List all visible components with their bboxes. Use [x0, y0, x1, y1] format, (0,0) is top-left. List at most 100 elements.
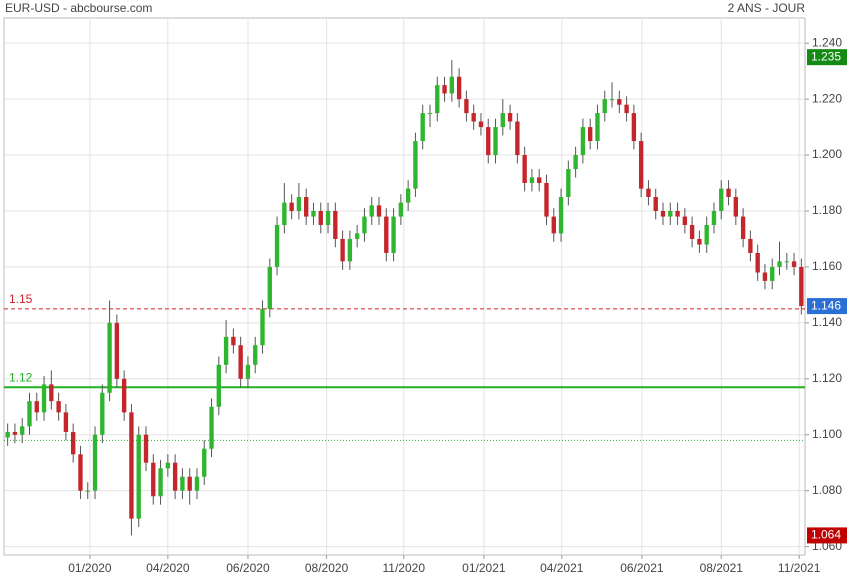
candle-body	[384, 216, 389, 253]
price-label-box	[807, 298, 847, 315]
x-tick-label: 08/2021	[700, 561, 744, 575]
candle-body	[770, 266, 775, 281]
x-tick-label: 11/2021	[778, 561, 821, 575]
candle-body	[158, 468, 163, 497]
price-label: 1.064	[811, 528, 841, 542]
candle-body	[522, 155, 527, 184]
candle-body	[391, 216, 396, 253]
candle-body	[245, 364, 251, 379]
candle-body	[369, 205, 374, 217]
x-tick-label: 06/2020	[226, 561, 270, 575]
candle-body	[209, 406, 214, 449]
candle-body	[471, 113, 476, 122]
candle-body	[376, 205, 382, 217]
candle-body	[486, 127, 491, 156]
candle-body	[216, 364, 221, 407]
candle-body	[100, 392, 105, 435]
x-tick-label: 04/2020	[146, 561, 190, 575]
price-label: 1.235	[811, 49, 841, 63]
candle-body	[617, 99, 622, 105]
x-tick-label: 11/2020	[383, 561, 426, 575]
candle-body	[740, 216, 746, 239]
candle-body	[165, 462, 171, 469]
candle-body	[689, 224, 695, 239]
candle-body	[726, 188, 731, 197]
y-tick-label: 1.160	[812, 259, 842, 273]
candle-body	[27, 401, 32, 427]
candle-body	[70, 431, 76, 455]
chart-subtitle: 2 ANS - JOUR	[728, 1, 806, 15]
y-tick-label: 1.200	[812, 147, 842, 161]
x-tick-label: 08/2020	[305, 561, 349, 575]
candle-body	[537, 177, 542, 184]
candle-body	[20, 426, 25, 435]
candle-body	[56, 401, 61, 413]
candle-body	[325, 210, 331, 225]
candle-body	[456, 76, 462, 100]
candle-body	[347, 238, 353, 262]
candle-body	[580, 127, 586, 156]
level-label: 1.15	[9, 292, 33, 306]
candle-body	[704, 224, 709, 245]
candle-body	[551, 216, 556, 234]
y-tick-label: 1.100	[812, 427, 842, 441]
candle-body	[202, 448, 207, 477]
candle-body	[668, 210, 673, 217]
candle-body	[405, 188, 411, 203]
y-tick-label: 1.240	[812, 35, 842, 49]
candle-body	[34, 401, 39, 413]
level-label: 1.12	[9, 370, 33, 384]
candle-body	[478, 121, 484, 128]
candle-body	[784, 261, 789, 263]
candle-body	[573, 155, 578, 170]
candle-body	[566, 169, 571, 197]
candle-body	[5, 431, 10, 438]
candle-body	[260, 308, 265, 346]
candle-body	[777, 261, 782, 267]
candle-body	[253, 345, 258, 365]
candle-body	[493, 127, 498, 156]
candle-body	[311, 210, 316, 217]
candle-body	[41, 384, 47, 413]
candle-body	[143, 434, 149, 463]
candle-body	[682, 216, 688, 225]
candle-body	[660, 210, 666, 217]
candle-body	[362, 216, 367, 234]
candle-body	[63, 412, 69, 432]
candle-body	[602, 99, 607, 114]
candle-body	[107, 322, 112, 393]
candle-body	[172, 462, 178, 491]
candle-body	[238, 345, 243, 379]
candle-body	[791, 261, 797, 267]
candle-body	[78, 454, 83, 491]
candle-body	[194, 476, 200, 491]
candle-body	[762, 272, 768, 281]
candle-body	[151, 462, 156, 497]
candle-body	[755, 252, 760, 273]
candle-body	[515, 121, 520, 156]
candle-body	[544, 183, 549, 217]
candle-body	[398, 202, 404, 217]
candle-body	[354, 233, 360, 239]
price-label-box	[807, 527, 847, 544]
x-tick-label: 01/2021	[462, 561, 506, 575]
candle-body	[624, 104, 629, 114]
candle-body	[799, 266, 804, 307]
candle-body	[289, 202, 294, 211]
y-tick-label: 1.180	[812, 203, 842, 217]
candle-body	[318, 210, 323, 225]
candle-body	[748, 238, 753, 253]
candle-body	[529, 177, 535, 184]
candle-body	[449, 76, 455, 94]
plot-area	[3, 17, 806, 556]
candle-body	[588, 127, 593, 142]
candle-body	[711, 210, 717, 225]
price-label: 1.146	[811, 298, 841, 312]
candle-body	[719, 188, 724, 211]
candle-body	[638, 141, 644, 189]
candle-body	[333, 210, 338, 239]
candle-body	[464, 99, 469, 114]
candle-body	[180, 476, 185, 491]
